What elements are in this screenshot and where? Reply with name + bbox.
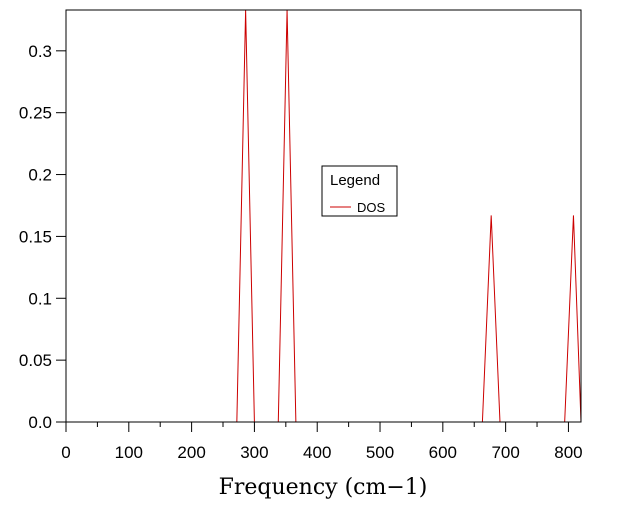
- x-tick-label: 300: [240, 443, 268, 462]
- y-tick-label: 0.1: [28, 289, 52, 308]
- x-tick-label: 700: [491, 443, 519, 462]
- legend-title: Legend: [330, 172, 380, 189]
- x-tick-label: 400: [303, 443, 331, 462]
- legend-entry-dos: DOS: [357, 200, 386, 215]
- x-axis-title: Frequency (cm−1): [219, 475, 428, 500]
- x-tick-label: 200: [177, 443, 205, 462]
- x-tick-label: 0: [61, 443, 70, 462]
- y-tick-label: 0.15: [19, 227, 52, 246]
- y-tick-label: 0.3: [28, 42, 52, 61]
- x-tick-label: 500: [366, 443, 394, 462]
- y-tick-label: 0.0: [28, 413, 52, 432]
- x-tick-label: 600: [429, 443, 457, 462]
- x-tick-label: 800: [554, 443, 582, 462]
- y-tick-label: 0.25: [19, 104, 52, 123]
- x-tick-label: 100: [115, 443, 143, 462]
- legend-box: [321, 165, 398, 217]
- legend: Legend DOS: [321, 165, 398, 217]
- plot-frame: [65, 9, 582, 423]
- y-tick-label: 0.05: [19, 351, 52, 370]
- y-tick-label: 0.2: [28, 166, 52, 185]
